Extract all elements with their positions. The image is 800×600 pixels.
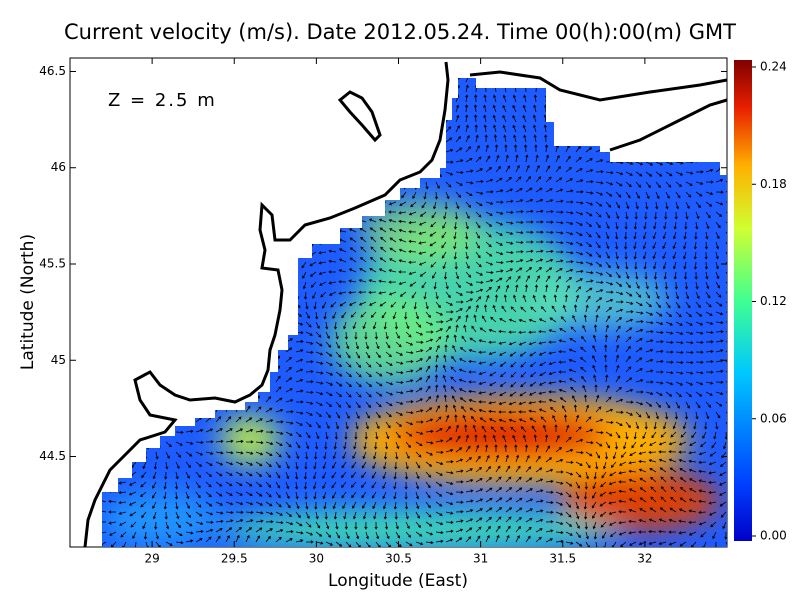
lake bbox=[337, 90, 382, 143]
coastline-east bbox=[609, 98, 728, 152]
x-tick-label: 29 bbox=[144, 552, 159, 566]
x-tick-label: 31.5 bbox=[549, 552, 576, 566]
x-tick-label: 29.5 bbox=[221, 552, 248, 566]
y-tick-label: 46 bbox=[51, 160, 66, 174]
y-tick-label: 44.5 bbox=[39, 449, 66, 463]
x-tick-label: 32 bbox=[637, 552, 652, 566]
colorbar-tick-label: 0.18 bbox=[760, 177, 787, 191]
colorbar-tick-label: 0.24 bbox=[760, 60, 787, 74]
coastline-north bbox=[469, 70, 728, 102]
colorbar-tick-label: 0.06 bbox=[760, 411, 787, 425]
y-tick-label: 46.5 bbox=[39, 64, 66, 78]
chart-title: Current velocity (m/s). Date 2012.05.24.… bbox=[64, 20, 736, 44]
y-tick-label: 45.5 bbox=[39, 256, 66, 270]
colorbar-tick-label: 0.00 bbox=[760, 529, 787, 543]
colorbar bbox=[734, 60, 752, 541]
colorbar-tick-label: 0.12 bbox=[760, 294, 787, 308]
x-tick-label: 30 bbox=[309, 552, 324, 566]
x-tick-label: 31 bbox=[473, 552, 488, 566]
y-axis-label: Latitude (North) bbox=[18, 234, 38, 370]
coastline bbox=[83, 61, 450, 548]
x-axis-label: Longitude (East) bbox=[328, 571, 468, 591]
depth-annotation: Z = 2.5 m bbox=[108, 90, 217, 111]
y-tick-label: 45 bbox=[51, 353, 66, 367]
x-tick-label: 30.5 bbox=[385, 552, 412, 566]
